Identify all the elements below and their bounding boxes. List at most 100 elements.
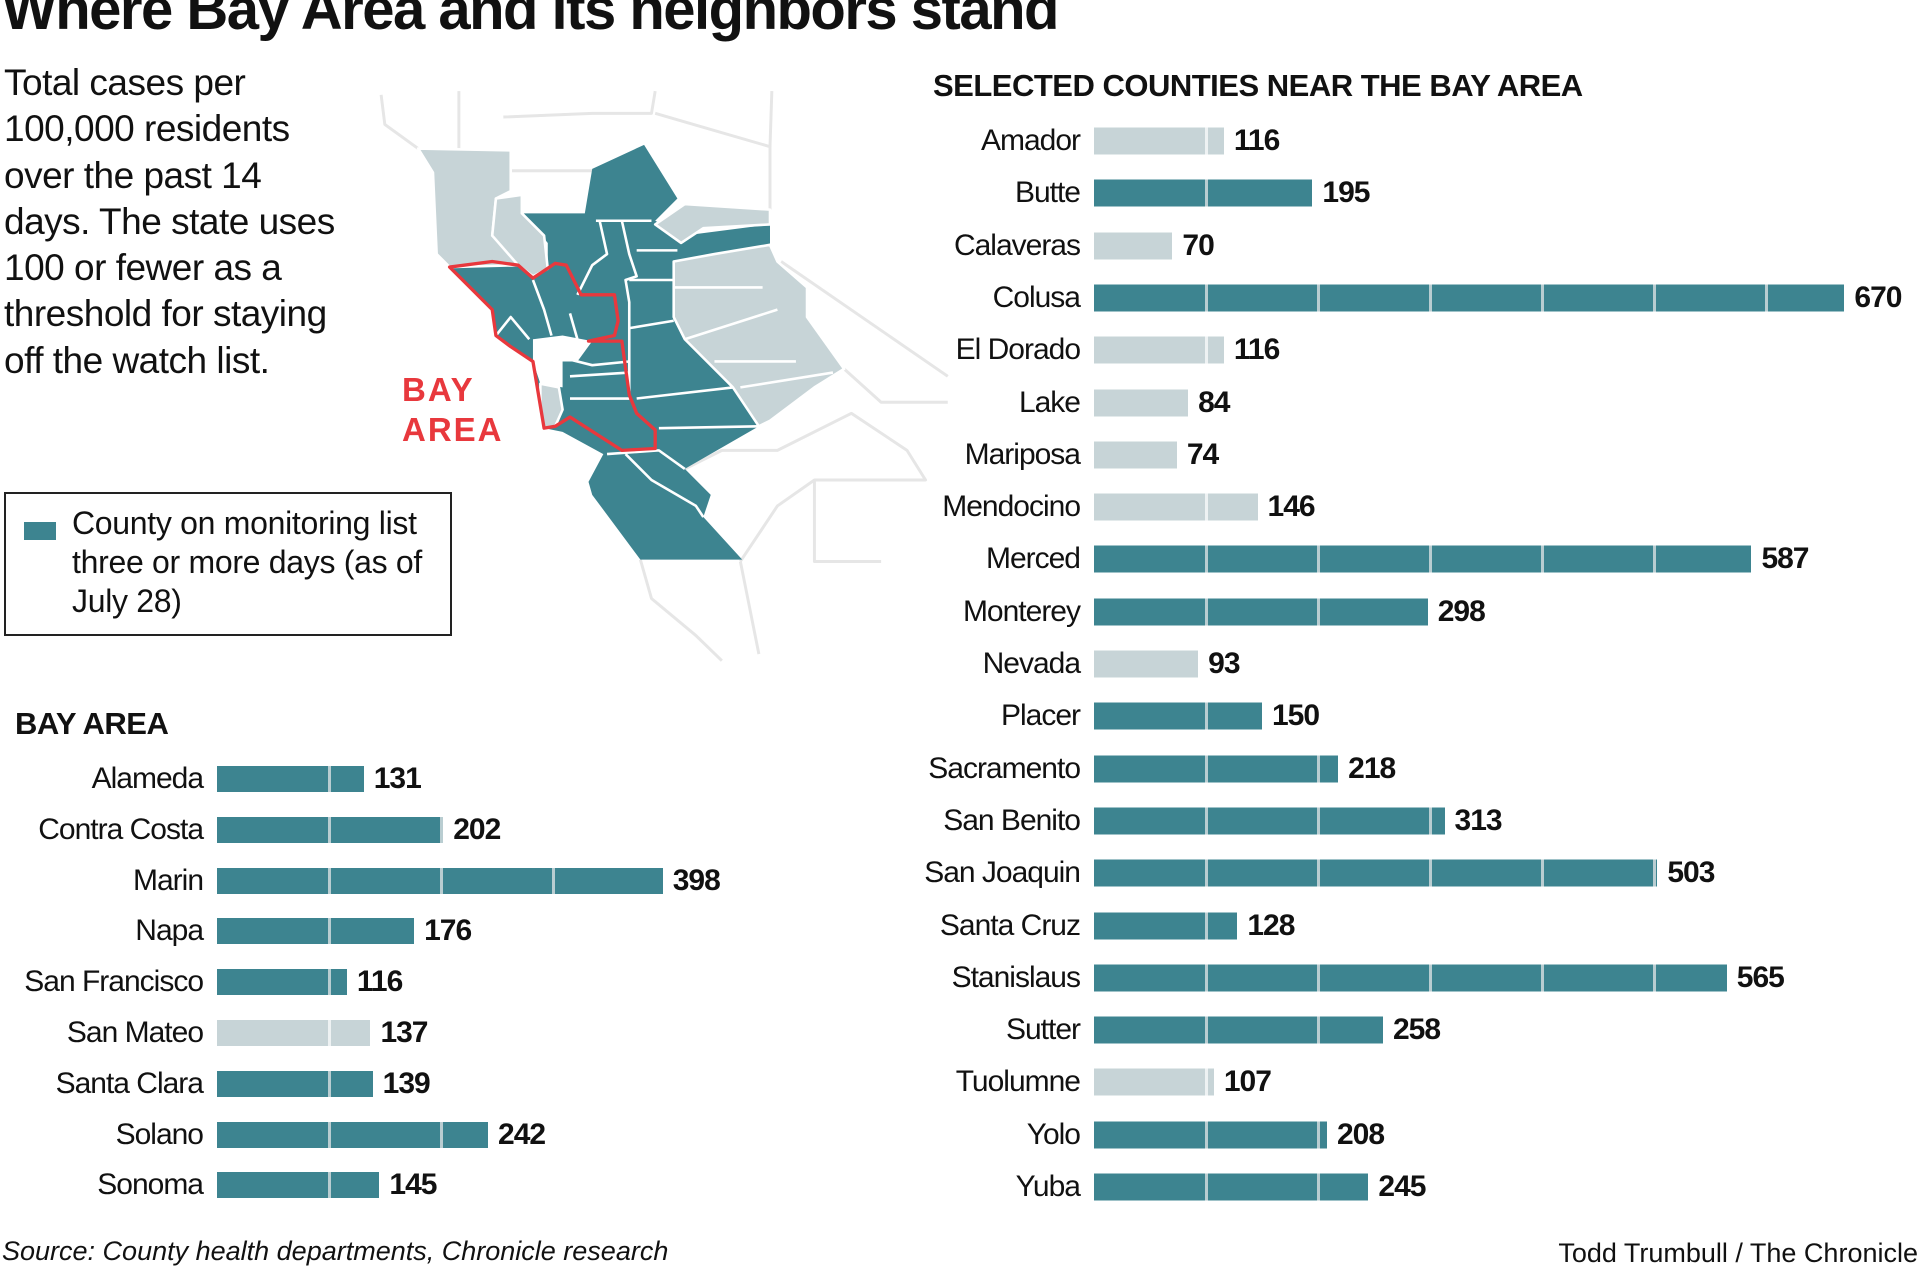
legend-label: County on monitoring list three or more …	[72, 505, 422, 619]
bar-value: 587	[1761, 542, 1809, 576]
bar-value: 74	[1186, 437, 1219, 471]
bar	[1094, 702, 1262, 730]
bar-gridline	[1652, 284, 1656, 312]
source-note: Source: County health departments, Chron…	[2, 1236, 669, 1266]
bar	[1094, 1068, 1214, 1096]
bar-label: San Francisco	[24, 965, 204, 999]
bar-gridline	[1204, 1121, 1208, 1149]
bar-gridline	[439, 1121, 443, 1148]
bar-value: 150	[1272, 699, 1320, 733]
bar-gridline	[327, 766, 331, 792]
bar	[217, 918, 415, 945]
bar-gridline	[439, 867, 443, 894]
bar-label: Monterey	[962, 594, 1081, 628]
bay-area-outline	[447, 259, 657, 453]
bar	[1094, 650, 1199, 678]
bar-gridline	[1428, 964, 1432, 992]
bar-gridline	[1316, 545, 1320, 573]
bar-label: El Dorado	[955, 333, 1081, 367]
bar-label: San Benito	[943, 803, 1081, 837]
bar-gridline	[1204, 179, 1208, 207]
bar-gridline	[1204, 1016, 1208, 1044]
bar	[1094, 389, 1189, 416]
bar-gridline	[1316, 1173, 1320, 1201]
bar	[1094, 598, 1428, 626]
bar-label: Placer	[1000, 699, 1081, 733]
bar-gridline	[327, 1172, 331, 1199]
bar-gridline	[1204, 336, 1208, 364]
bar-label: Nevada	[982, 647, 1081, 680]
bar-gridline	[1204, 912, 1208, 939]
bar	[1094, 859, 1658, 887]
bar-gridline	[1652, 859, 1656, 887]
bar	[217, 867, 663, 894]
bar-label: Calaveras	[953, 228, 1081, 262]
bar-gridline	[1204, 1068, 1208, 1096]
bar-value: 565	[1736, 960, 1785, 994]
legend-swatch-monitored	[24, 522, 56, 540]
bay-area-chart-title: BAY AREA	[15, 706, 169, 741]
bar-label: Sutter	[1005, 1013, 1081, 1047]
bar-gridline	[1316, 598, 1320, 626]
bar-value: 208	[1336, 1117, 1385, 1151]
bar-gridline	[551, 867, 555, 894]
bar-value: 176	[424, 914, 472, 948]
bar-value: 146	[1267, 490, 1316, 524]
bar	[1094, 1173, 1369, 1201]
bar	[1094, 127, 1224, 155]
bar-label: San Joaquin	[924, 856, 1081, 890]
bar-value: 670	[1854, 280, 1902, 314]
bar-value: 202	[453, 812, 501, 846]
bar-gridline	[1204, 493, 1208, 521]
bar-gridline	[327, 969, 331, 996]
bar-label: Tuolumne	[955, 1065, 1081, 1099]
bar-label: Mendocino	[942, 490, 1081, 524]
bar-value: 258	[1392, 1013, 1441, 1047]
county-borders	[494, 219, 834, 518]
bar	[1094, 964, 1727, 992]
bar-value: 131	[373, 762, 422, 795]
monitored-counties	[449, 144, 770, 560]
bar	[1094, 1016, 1383, 1044]
bar-value: 195	[1322, 176, 1370, 210]
bar-gridline	[1540, 545, 1544, 573]
bar-value: 128	[1247, 908, 1295, 942]
bar	[1094, 232, 1173, 260]
bar-gridline	[1204, 598, 1208, 626]
bar-gridline	[1204, 702, 1208, 730]
bar	[1094, 441, 1177, 469]
bar-label: Sacramento	[928, 751, 1081, 785]
bar-gridline	[327, 918, 331, 945]
bay-area-map-label: BAY AREA	[402, 370, 504, 450]
background-county-lines	[379, 90, 949, 662]
bar-gridline	[1316, 859, 1320, 887]
bar-label: San Mateo	[66, 1016, 204, 1049]
bar-gridline	[1204, 964, 1208, 992]
bar-gridline	[1764, 284, 1768, 312]
bar-value: 145	[389, 1168, 437, 1202]
bar-label: Colusa	[992, 280, 1081, 314]
bar-value: 116	[1233, 333, 1280, 367]
bar-gridline	[1316, 964, 1320, 992]
bar	[217, 816, 444, 843]
bar	[1094, 284, 1845, 312]
bar-gridline	[1204, 1173, 1208, 1201]
credit: Todd Trumbull / The Chronicle	[1558, 1238, 1918, 1268]
bar-gridline	[1540, 964, 1544, 992]
bar-gridline	[439, 816, 443, 843]
bar-gridline	[1316, 284, 1320, 312]
bar-gridline	[327, 1121, 331, 1148]
bar	[1094, 493, 1258, 521]
bar	[1094, 807, 1445, 835]
bar-label: Contra Costa	[38, 812, 204, 846]
bar-gridline	[1204, 284, 1208, 312]
bar-value: 398	[672, 863, 721, 897]
bay-water	[532, 335, 593, 388]
bar-value: 93	[1208, 647, 1240, 680]
bar-value: 298	[1437, 594, 1486, 628]
bar-value: 313	[1454, 803, 1503, 837]
legend: County on monitoring list three or more …	[4, 492, 452, 636]
bar-gridline	[327, 867, 331, 894]
nearby-chart-title: SELECTED COUNTIES NEAR THE BAY AREA	[933, 68, 1583, 103]
